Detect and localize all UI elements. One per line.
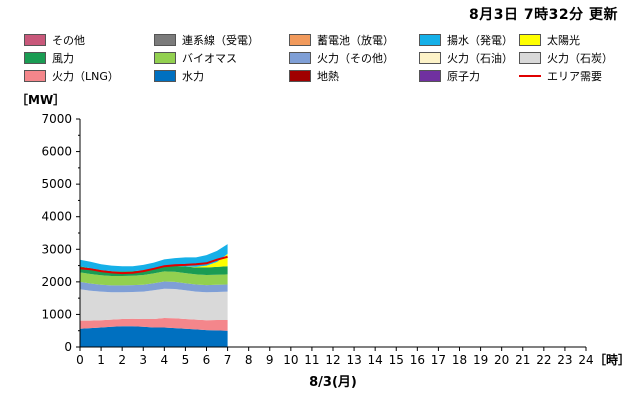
- legend-label: バイオマス: [182, 52, 237, 65]
- legend-swatch: [154, 52, 176, 64]
- area-series: [80, 271, 228, 286]
- chart-legend: その他 連系線（受電） 蓄電池（放電） 揚水（発電） 太陽光風力 バイオマス 火力（その他）…: [24, 32, 624, 84]
- x-axis-label: 8/3(月): [309, 375, 357, 390]
- x-tick-label: 11: [304, 353, 319, 367]
- x-tick-label: 17: [431, 353, 446, 367]
- y-tick-label: 0: [64, 340, 72, 354]
- legend-label: その他: [52, 34, 85, 47]
- legend-swatch: [154, 70, 176, 82]
- legend-swatch: [519, 34, 541, 46]
- x-tick-label: 24: [578, 353, 593, 367]
- legend-label: 太陽光: [547, 34, 580, 47]
- legend-item: 揚水（発電）: [419, 32, 513, 48]
- legend-item: 地熱: [289, 68, 339, 84]
- area-series: [80, 326, 228, 347]
- y-tick-label: 7000: [41, 112, 72, 126]
- x-tick-label: 4: [161, 353, 169, 367]
- x-tick-label: 19: [473, 353, 488, 367]
- legend-label: 風力: [52, 52, 74, 65]
- legend-item: バイオマス: [154, 50, 237, 66]
- legend-label: 水力: [182, 70, 204, 83]
- y-tick-label: 6000: [41, 145, 72, 159]
- legend-swatch: [519, 52, 541, 64]
- legend-swatch: [289, 52, 311, 64]
- x-tick-label: 20: [494, 353, 509, 367]
- legend-swatch: [24, 52, 46, 64]
- legend-item: エリア需要: [519, 68, 602, 84]
- legend-item: 火力（LNG）: [24, 68, 119, 84]
- y-tick-label: 1000: [41, 307, 72, 321]
- x-tick-label: 5: [182, 353, 190, 367]
- x-tick-label: 3: [139, 353, 147, 367]
- legend-label: 揚水（発電）: [447, 34, 513, 47]
- x-tick-label: 18: [452, 353, 467, 367]
- x-tick-label: 22: [536, 353, 551, 367]
- legend-item: 原子力: [419, 68, 480, 84]
- x-tick-label: 23: [557, 353, 572, 367]
- legend-label: 原子力: [447, 70, 480, 83]
- legend-item: 火力（石炭）: [519, 50, 613, 66]
- legend-swatch: [24, 70, 46, 82]
- x-tick-label: 13: [346, 353, 361, 367]
- legend-swatch: [289, 70, 311, 82]
- legend-swatch: [24, 34, 46, 46]
- y-tick-label: 5000: [41, 177, 72, 191]
- legend-swatch: [519, 75, 541, 77]
- legend-swatch: [419, 34, 441, 46]
- legend-item: 太陽光: [519, 32, 580, 48]
- area-series: [80, 318, 228, 331]
- legend-label: 火力（石油）: [447, 52, 513, 65]
- x-tick-label: 10: [283, 353, 298, 367]
- legend-label: 火力（その他）: [317, 52, 394, 65]
- updated-timestamp: 8月3日 7時32分 更新: [469, 7, 618, 23]
- x-tick-label: 21: [515, 353, 530, 367]
- legend-label: 火力（石炭）: [547, 52, 613, 65]
- legend-label: 連系線（受電）: [182, 34, 259, 47]
- x-tick-label: 9: [266, 353, 274, 367]
- legend-item: 風力: [24, 50, 74, 66]
- x-tick-label: 15: [389, 353, 404, 367]
- x-tick-label: 8: [245, 353, 253, 367]
- x-tick-label: 16: [410, 353, 425, 367]
- legend-item: 火力（その他）: [289, 50, 394, 66]
- y-tick-label: 4000: [41, 210, 72, 224]
- x-axis-unit: ［時］: [594, 352, 630, 367]
- legend-swatch: [154, 34, 176, 46]
- legend-label: 地熱: [317, 70, 339, 83]
- legend-item: 蓄電池（放電）: [289, 32, 394, 48]
- demand-line: [79, 255, 228, 275]
- legend-swatch: [419, 52, 441, 64]
- y-tick-label: 2000: [41, 275, 72, 289]
- area-series: [80, 253, 228, 272]
- x-tick-label: 6: [203, 353, 211, 367]
- x-tick-label: 1: [97, 353, 105, 367]
- x-tick-label: 2: [118, 353, 126, 367]
- legend-swatch: [289, 34, 311, 46]
- legend-label: エリア需要: [547, 70, 602, 83]
- y-axis-label: ［MW］: [16, 92, 65, 107]
- legend-item: 火力（石油）: [419, 50, 513, 66]
- x-tick-label: 7: [224, 353, 232, 367]
- x-tick-label: 14: [368, 353, 383, 367]
- x-tick-label: 0: [76, 353, 84, 367]
- area-series: [80, 281, 228, 293]
- legend-label: 蓄電池（放電）: [317, 34, 394, 47]
- legend-swatch: [419, 70, 441, 82]
- x-tick-label: 12: [325, 353, 340, 367]
- legend-item: 水力: [154, 68, 204, 84]
- y-tick-label: 3000: [41, 242, 72, 256]
- legend-label: 火力（LNG）: [52, 70, 119, 83]
- legend-item: 連系線（受電）: [154, 32, 259, 48]
- legend-item: その他: [24, 32, 85, 48]
- area-series: [80, 288, 228, 321]
